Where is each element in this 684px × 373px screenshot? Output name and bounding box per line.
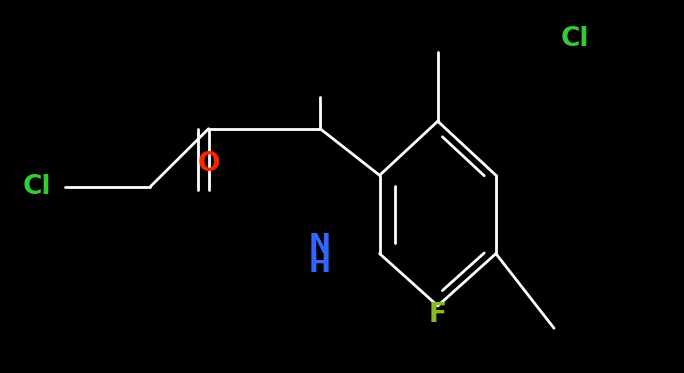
Text: F: F: [429, 302, 447, 328]
Text: H: H: [309, 252, 331, 278]
Text: O: O: [198, 151, 220, 177]
Text: Cl: Cl: [561, 26, 590, 52]
Text: N: N: [309, 233, 331, 259]
Text: Cl: Cl: [23, 173, 51, 200]
